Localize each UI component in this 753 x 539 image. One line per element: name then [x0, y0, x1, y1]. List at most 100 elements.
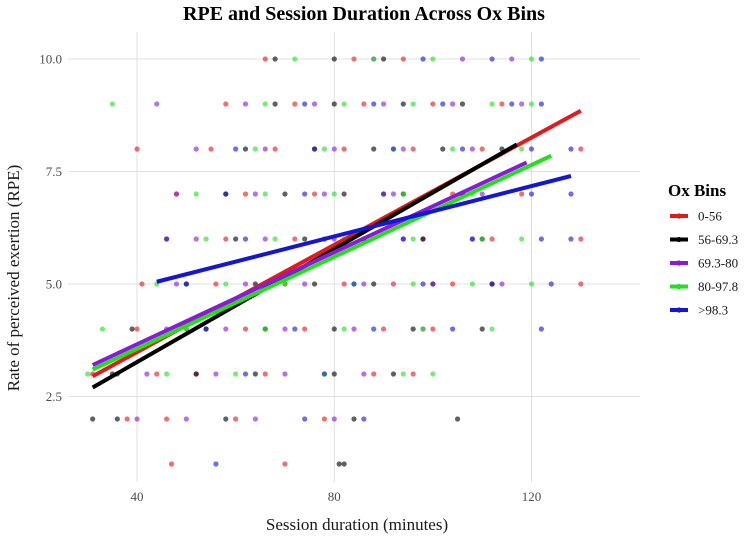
data-point	[208, 146, 214, 152]
data-point	[302, 326, 308, 332]
data-point	[519, 191, 525, 197]
data-point	[203, 236, 209, 242]
data-point	[331, 416, 337, 422]
data-point	[528, 56, 535, 62]
data-point	[282, 461, 288, 467]
data-point	[519, 146, 525, 152]
data-point	[371, 146, 377, 152]
data-point	[351, 56, 357, 62]
trend-lines	[91, 108, 582, 390]
data-point	[380, 56, 387, 62]
data-point	[400, 146, 406, 152]
data-point	[361, 416, 367, 422]
data-point	[282, 326, 288, 332]
data-point	[519, 236, 525, 242]
data-point	[311, 101, 318, 107]
data-point	[154, 371, 160, 377]
data-point	[164, 371, 170, 377]
data-point	[193, 236, 199, 242]
data-point	[262, 236, 268, 242]
data-point	[134, 416, 140, 422]
data-point	[233, 236, 239, 242]
data-point	[351, 281, 357, 287]
data-point	[371, 56, 377, 62]
data-point	[430, 371, 436, 377]
legend-item: 80-97.8	[670, 279, 738, 294]
data-point	[390, 146, 397, 152]
data-point	[302, 191, 308, 197]
data-point	[459, 146, 466, 152]
data-point	[233, 416, 239, 422]
data-point	[499, 281, 505, 287]
data-point	[292, 326, 298, 332]
data-point	[193, 371, 199, 377]
data-point	[282, 191, 288, 197]
data-point	[410, 281, 416, 287]
data-point	[410, 101, 416, 107]
data-point	[568, 146, 574, 152]
data-point	[282, 371, 288, 377]
data-point	[124, 416, 130, 422]
x-tick-label: 40	[131, 489, 144, 504]
data-point	[528, 146, 535, 152]
data-point	[311, 191, 318, 197]
data-point	[420, 281, 426, 287]
data-point	[479, 236, 485, 242]
data-point	[361, 371, 367, 377]
data-point	[242, 146, 249, 152]
trend-line	[91, 153, 553, 372]
data-point	[331, 101, 337, 107]
data-point	[134, 326, 140, 332]
data-point	[430, 101, 436, 107]
data-point	[450, 326, 456, 332]
data-point	[302, 416, 308, 422]
data-point	[430, 281, 436, 287]
data-point	[252, 146, 258, 152]
data-point	[578, 281, 584, 287]
y-tick-label: 7.5	[46, 164, 62, 179]
data-point	[282, 281, 288, 287]
data-point	[489, 281, 495, 287]
data-point	[164, 236, 170, 242]
data-point	[321, 371, 328, 377]
legend-label: 69.3-80	[698, 256, 738, 271]
data-point	[262, 101, 268, 107]
x-axis-title: Session duration (minutes)	[266, 515, 448, 534]
data-point	[351, 416, 357, 422]
data-point	[469, 236, 475, 242]
data-point	[430, 56, 436, 62]
data-point	[420, 56, 426, 62]
data-point	[371, 371, 377, 377]
data-point	[400, 101, 406, 107]
data-point	[538, 236, 544, 242]
data-point	[242, 101, 249, 107]
data-point	[262, 56, 268, 62]
legend-marker	[676, 236, 682, 243]
data-point	[341, 461, 347, 467]
data-point	[538, 56, 544, 62]
data-point	[223, 101, 229, 107]
data-point	[499, 101, 505, 107]
data-point	[292, 101, 298, 107]
data-point	[509, 101, 515, 107]
data-point	[341, 326, 347, 332]
data-point	[489, 326, 495, 332]
data-point	[252, 371, 258, 377]
data-point	[380, 191, 387, 197]
data-point	[459, 101, 466, 107]
data-point	[450, 146, 456, 152]
data-point	[331, 146, 337, 152]
data-point	[183, 416, 189, 422]
data-point	[292, 56, 298, 62]
data-point	[90, 416, 96, 422]
data-point	[129, 326, 135, 332]
data-point	[380, 326, 387, 332]
data-point	[213, 281, 219, 287]
data-point	[109, 101, 115, 107]
data-point	[469, 146, 475, 152]
legend-marker	[676, 307, 682, 313]
data-point	[479, 146, 485, 152]
data-point	[371, 326, 377, 332]
legend-label: >98.3	[698, 303, 728, 318]
data-point	[331, 191, 337, 197]
